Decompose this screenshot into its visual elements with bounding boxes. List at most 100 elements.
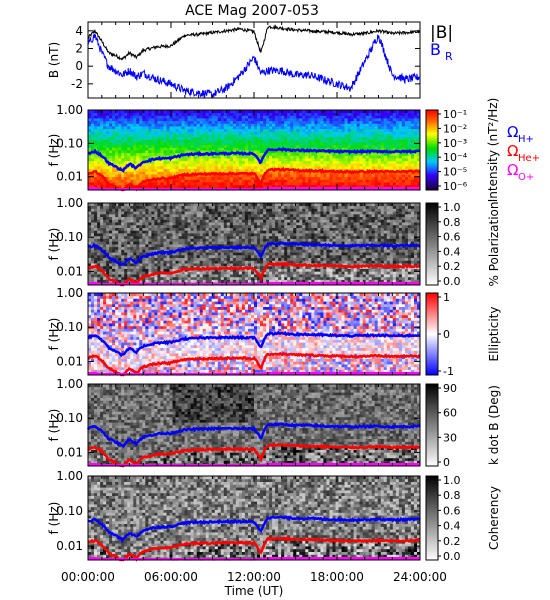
heatmap-cell xyxy=(244,224,249,228)
heatmap-cell xyxy=(172,128,176,132)
heatmap-cell xyxy=(238,155,243,159)
y-tick-label: 2 xyxy=(75,42,83,56)
heatmap-cell xyxy=(293,134,297,138)
heatmap-cell xyxy=(362,112,367,116)
heatmap-cell xyxy=(284,144,288,148)
heatmap-cell xyxy=(248,126,252,130)
heatmap-cell xyxy=(241,179,246,183)
heatmap-cell xyxy=(199,224,204,228)
heatmap-cell xyxy=(112,179,116,183)
heatmap-cell xyxy=(154,241,158,245)
heatmap-cell xyxy=(284,182,288,186)
heatmap-cell xyxy=(235,112,240,116)
heatmap-cell xyxy=(332,182,336,186)
heatmap-cell xyxy=(263,144,267,148)
heatmap-cell xyxy=(205,208,210,212)
heatmap-cell xyxy=(365,152,370,156)
heatmap-cell xyxy=(142,134,146,138)
heatmap-cell xyxy=(220,115,225,119)
heatmap-cell xyxy=(190,120,194,124)
heatmap-cell xyxy=(241,249,246,253)
heatmap-cell xyxy=(145,123,149,127)
heatmap-cell xyxy=(284,171,288,175)
heatmap-cell xyxy=(341,174,345,178)
heatmap-cell xyxy=(121,166,125,170)
heatmap-cell xyxy=(133,171,137,175)
heatmap-cell xyxy=(244,136,249,140)
heatmap-cell xyxy=(181,203,185,207)
heatmap-cell xyxy=(232,241,237,245)
heatmap-cell xyxy=(281,134,285,138)
heatmap-cell xyxy=(260,120,264,124)
heatmap-cell xyxy=(229,230,234,234)
heatmap-cell xyxy=(317,110,321,114)
heatmap-cell xyxy=(244,155,249,159)
heatmap-cell xyxy=(133,179,137,183)
heatmap-cell xyxy=(103,224,107,228)
heatmap-cell xyxy=(323,171,327,175)
heatmap-cell xyxy=(392,147,397,151)
heatmap-cell xyxy=(395,147,400,151)
heatmap-cell xyxy=(220,168,225,172)
heatmap-cell xyxy=(133,174,137,178)
heatmap-cell xyxy=(202,203,207,207)
heatmap-cell xyxy=(404,115,409,119)
heatmap-cell xyxy=(187,171,191,175)
heatmap-cell xyxy=(235,110,240,114)
heatmap-cell xyxy=(326,158,330,162)
heatmap-cell xyxy=(91,158,95,162)
heatmap-cell xyxy=(374,160,379,164)
heatmap-cell xyxy=(100,115,104,119)
heatmap-cell xyxy=(133,268,137,272)
heatmap-cell xyxy=(148,244,152,248)
heatmap-cell xyxy=(344,147,348,151)
heatmap-cell xyxy=(175,263,179,267)
heatmap-cell xyxy=(217,230,222,234)
heatmap-cell xyxy=(100,160,104,164)
heatmap-cell xyxy=(178,203,182,207)
heatmap-cell xyxy=(181,118,185,122)
heatmap-cell xyxy=(284,128,288,132)
heatmap-cell xyxy=(100,274,104,278)
heatmap-cell xyxy=(121,205,125,209)
heatmap-cell xyxy=(311,158,315,162)
heatmap-cell xyxy=(103,182,107,186)
heatmap-cell xyxy=(121,142,125,146)
heatmap-cell xyxy=(121,174,125,178)
heatmap-cell xyxy=(184,263,188,267)
heatmap-cell xyxy=(94,233,98,237)
heatmap-cell xyxy=(229,222,234,226)
heatmap-cell xyxy=(145,158,149,162)
heatmap-cell xyxy=(133,112,137,116)
heatmap-cell xyxy=(136,263,140,267)
heatmap-cell xyxy=(329,171,333,175)
heatmap-cell xyxy=(380,184,385,188)
heatmap-cell xyxy=(359,160,363,164)
heatmap-cell xyxy=(115,142,119,146)
heatmap-cell xyxy=(241,112,246,116)
heatmap-cell xyxy=(395,174,400,178)
heatmap-cell xyxy=(229,227,234,231)
heatmap-cell xyxy=(220,176,225,180)
heatmap-cell xyxy=(205,222,210,226)
heatmap-cell xyxy=(335,120,339,124)
heatmap-cell xyxy=(97,126,101,130)
heatmap-cell xyxy=(314,166,318,170)
heatmap-cell xyxy=(106,139,110,143)
heatmap-cell xyxy=(160,219,164,223)
heatmap-cell xyxy=(410,152,415,156)
heatmap-cell xyxy=(190,118,194,122)
heatmap-cell xyxy=(404,142,409,146)
heatmap-cell xyxy=(362,184,367,188)
heatmap-cell xyxy=(145,279,149,283)
heatmap-cell xyxy=(103,118,107,122)
heatmap-cell xyxy=(335,174,339,178)
heatmap-cell xyxy=(193,211,197,215)
heatmap-cell xyxy=(359,110,363,114)
heatmap-cell xyxy=(244,263,249,267)
heatmap-cell xyxy=(94,182,98,186)
heatmap-cell xyxy=(169,131,173,135)
heatmap-cell xyxy=(109,244,113,248)
heatmap-cell xyxy=(323,123,327,127)
heatmap-cell xyxy=(139,166,143,170)
